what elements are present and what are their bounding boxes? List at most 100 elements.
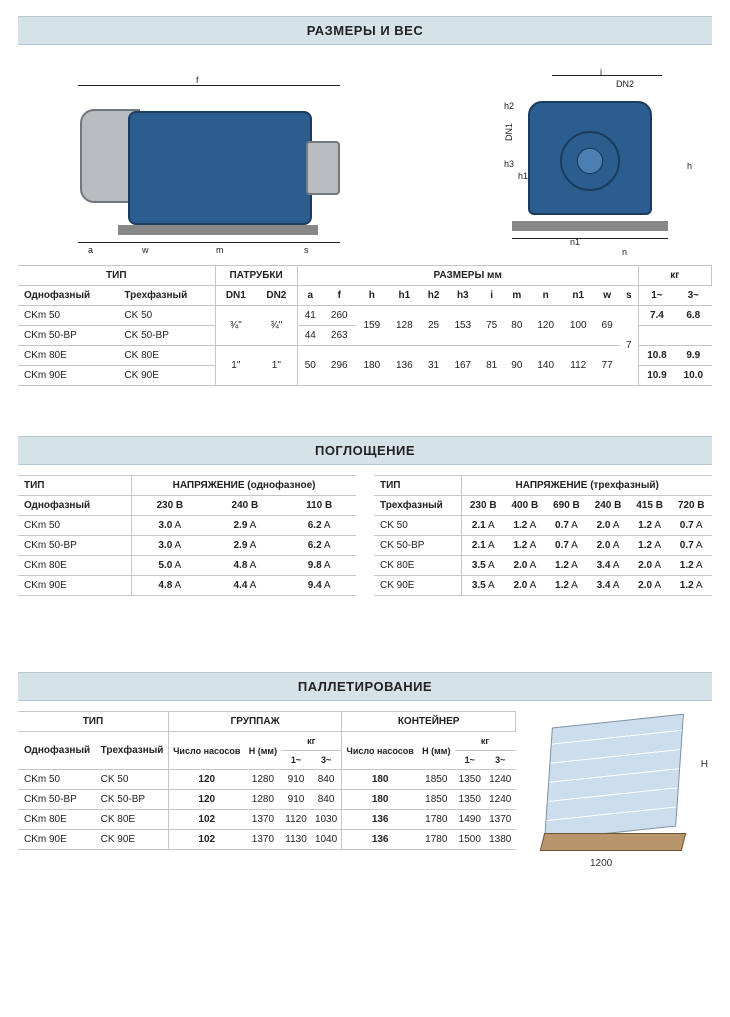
cell: 3.4 A: [587, 556, 629, 576]
cell: 2.9 A: [208, 516, 283, 536]
cell: 1370: [485, 810, 516, 830]
cell: 10.0: [675, 366, 711, 386]
cell: 2.0 A: [587, 536, 629, 556]
dim-h: h: [687, 161, 692, 171]
pump-side-view: f a w m s: [48, 81, 348, 251]
cell: 910: [281, 770, 311, 790]
sub-dn1: DN1: [215, 286, 256, 306]
cell: 1.2 A: [504, 536, 546, 556]
cell: CKm 80E: [18, 810, 95, 830]
cell: 1370: [245, 830, 282, 850]
dim-f: f: [196, 75, 199, 85]
dim-h3: h3: [504, 159, 514, 169]
cell: 44: [297, 326, 323, 346]
cell: 1350: [455, 790, 485, 810]
sub-n1: n1: [562, 286, 595, 306]
table-row: CKm 80E5.0 A4.8 A9.8 A: [18, 556, 356, 576]
sub-dn2: DN2: [256, 286, 297, 306]
cell: CK 80E: [118, 346, 215, 366]
sub-kg-g: кг: [281, 732, 342, 751]
cell: 75: [479, 306, 504, 346]
table-row: CKm 50CK 501201280910840180185013501240: [18, 770, 516, 790]
section-title-dimensions: РАЗМЕРЫ И ВЕС: [18, 16, 712, 45]
cell: 10.9: [638, 366, 675, 386]
sub-f: f: [323, 286, 356, 306]
cell: 77: [595, 346, 620, 386]
cell: CKm 50: [18, 516, 132, 536]
cell: 1": [215, 346, 256, 386]
sub-v3: 110 В: [282, 496, 356, 516]
dim-a: a: [88, 245, 93, 255]
dim-DN2: DN2: [616, 79, 634, 89]
cell: 296: [323, 346, 356, 386]
cell: 1280: [245, 790, 282, 810]
table-row: CKm 50 CK 50 ¾" ¾" 41 260 159 128 25 153…: [18, 306, 712, 326]
cell: 1370: [245, 810, 282, 830]
cell: 263: [323, 326, 356, 346]
sub-h-g: H (мм): [245, 732, 282, 770]
cell: ¾": [256, 306, 297, 346]
pallet-table: ТИП ГРУППАЖ КОНТЕЙНЕР Однофазный Трехфаз…: [18, 711, 516, 850]
cell: 4.8 A: [208, 556, 283, 576]
col-type: ТИП: [374, 476, 462, 496]
cell: 112: [562, 346, 595, 386]
cell: CKm 50: [18, 306, 118, 326]
cell: 136: [388, 346, 421, 386]
cell: CKm 50-BP: [18, 536, 132, 556]
pallet-dim-base: 1200: [590, 858, 612, 869]
table-row: CKm 80ECK 80E102137011201030136178014901…: [18, 810, 516, 830]
sub-mono: Однофазный: [18, 732, 95, 770]
cell: CK 80E: [95, 810, 169, 830]
cell: 2.9 A: [208, 536, 283, 556]
col-type: ТИП: [18, 266, 215, 286]
cell: 81: [479, 346, 504, 386]
cell: 840: [311, 770, 342, 790]
sub-v2: 400 В: [504, 496, 546, 516]
cell: 2.0 A: [587, 516, 629, 536]
cell: 1.2 A: [546, 556, 588, 576]
col-group: ГРУППАЖ: [168, 712, 341, 732]
sub-v4: 240 В: [587, 496, 629, 516]
cell: CKm 90E: [18, 366, 118, 386]
cell: 100: [562, 306, 595, 346]
table-row: CKm 90E4.8 A4.4 A9.4 A: [18, 576, 356, 596]
cell: 1.2 A: [670, 556, 712, 576]
table-row: CKm 80E CK 80E 1" 1" 50 296 180 136 31 1…: [18, 346, 712, 366]
cell: CK 50: [118, 306, 215, 326]
dim-DN1: DN1: [504, 123, 514, 141]
sub-n: n: [529, 286, 562, 306]
cell: CKm 90E: [18, 576, 132, 596]
table-row: CKm 50-BPCK 50-BP12012809108401801850135…: [18, 790, 516, 810]
cell: 1850: [418, 790, 455, 810]
cell: 1.2 A: [629, 516, 671, 536]
label: НАПРЯЖЕНИЕ (однофазное): [173, 480, 316, 491]
cell: 4.8 A: [132, 576, 208, 596]
cell: 910: [281, 790, 311, 810]
cell: 6.2 A: [282, 536, 356, 556]
cell: 0.7 A: [670, 516, 712, 536]
col-voltage-three: НАПРЯЖЕНИЕ (трехфазный): [462, 476, 712, 496]
cell: CKm 50: [18, 770, 95, 790]
cell: CK 80E: [374, 556, 462, 576]
cell: 3.0 A: [132, 536, 208, 556]
cell: 1350: [455, 770, 485, 790]
sub-i: i: [479, 286, 504, 306]
cell: 9.8 A: [282, 556, 356, 576]
cell: 80: [504, 306, 529, 346]
cell: 2.0 A: [629, 556, 671, 576]
pallet-figure: H 1200: [532, 711, 712, 871]
pump-front-view: i DN2 h2 DN1 h3 h1 h n1 n: [492, 71, 692, 251]
cell: 0.7 A: [546, 516, 588, 536]
table-row: CK 50-BP2.1 A1.2 A0.7 A2.0 A1.2 A0.7 A: [374, 536, 712, 556]
table-row: CK 502.1 A1.2 A0.7 A2.0 A1.2 A0.7 A: [374, 516, 712, 536]
dim-h2: h2: [504, 101, 514, 111]
cell: ¾": [215, 306, 256, 346]
cell: 25: [421, 306, 447, 346]
cell: 31: [421, 346, 447, 386]
cell: 1850: [418, 770, 455, 790]
cell: 1280: [245, 770, 282, 790]
table-row: CK 80E3.5 A2.0 A1.2 A3.4 A2.0 A1.2 A: [374, 556, 712, 576]
cell: 2.1 A: [462, 516, 504, 536]
sub-v3: 690 В: [546, 496, 588, 516]
pallet-dim-h: H: [701, 759, 708, 770]
